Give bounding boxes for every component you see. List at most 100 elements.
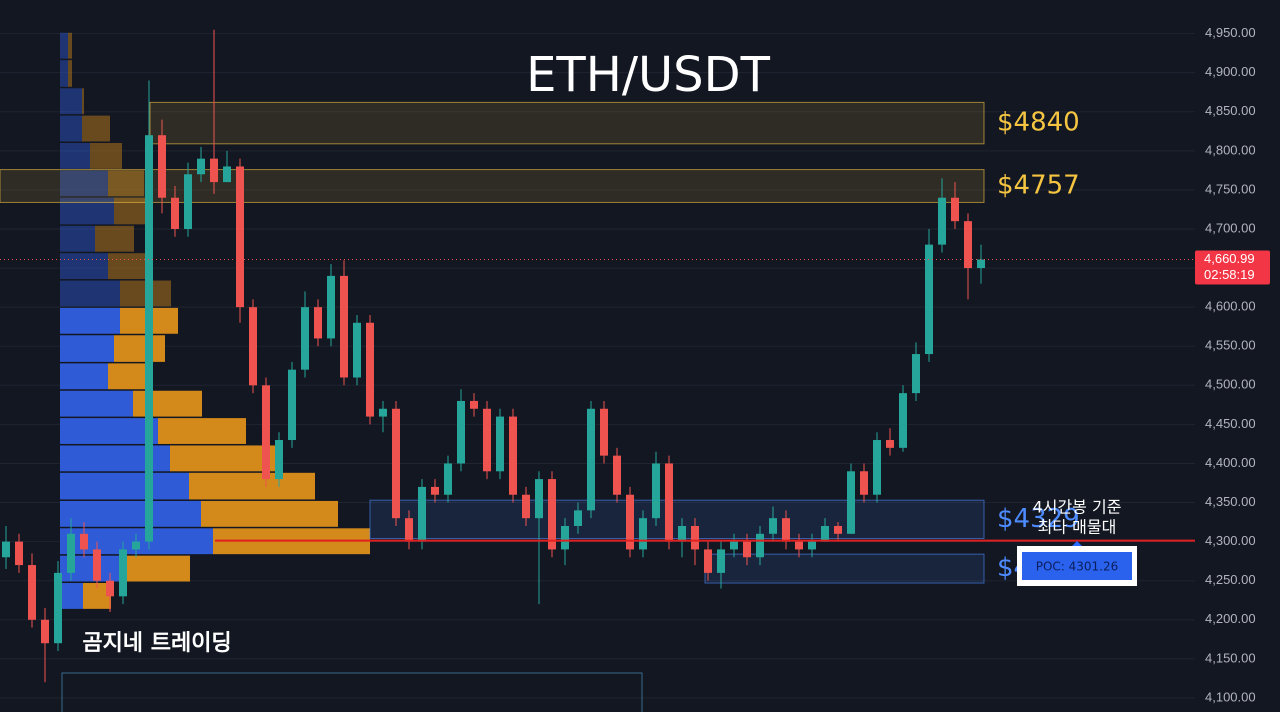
candle-body xyxy=(470,400,478,409)
candle-body xyxy=(652,463,660,519)
candle-body xyxy=(158,135,166,198)
candle-body xyxy=(80,533,88,550)
profile-sell xyxy=(170,445,276,472)
price-tag xyxy=(1195,250,1270,285)
candle-body xyxy=(236,166,244,308)
watermark: 곰지네 트레이딩 xyxy=(82,631,231,656)
candle-body xyxy=(769,518,777,534)
profile-buy xyxy=(60,88,82,115)
candle-body xyxy=(730,541,738,550)
profile-buy xyxy=(60,253,108,280)
candle-body xyxy=(756,533,764,558)
profile-buy xyxy=(60,445,170,472)
profile-buy xyxy=(60,115,82,142)
candle-body xyxy=(782,518,790,542)
candle-body xyxy=(54,572,62,644)
profile-sell xyxy=(201,500,338,527)
candle-body xyxy=(392,408,400,519)
candle-body xyxy=(873,440,881,495)
profile-buy xyxy=(60,363,108,390)
candle-body xyxy=(327,275,335,339)
profile-sell xyxy=(133,390,202,417)
candle-body xyxy=(600,408,608,456)
profile-buy xyxy=(60,170,108,197)
profile-buy xyxy=(60,472,189,500)
box-outline xyxy=(61,672,643,712)
candle-body xyxy=(41,619,49,644)
chart-title: ETH/USDT xyxy=(526,47,770,103)
zone xyxy=(149,101,985,145)
candle-body xyxy=(951,197,959,222)
candle-body xyxy=(418,486,426,542)
candle-body xyxy=(574,510,582,526)
y-tick-label: 4,450.00 xyxy=(1205,416,1256,431)
profile-sell xyxy=(108,170,144,197)
profile-buy xyxy=(60,280,120,307)
candle-body xyxy=(522,494,530,519)
y-tick-label: 4,800.00 xyxy=(1205,142,1256,157)
poc-inner xyxy=(1022,552,1132,580)
candle-body xyxy=(925,244,933,355)
profile-buy xyxy=(60,307,120,334)
candle-body xyxy=(15,541,23,566)
profile-sell xyxy=(90,142,122,169)
candle-body xyxy=(457,400,465,464)
y-tick-label: 4,350.00 xyxy=(1205,494,1256,509)
candle-body xyxy=(249,307,257,386)
candle-body xyxy=(860,471,868,495)
candle-body xyxy=(379,408,387,417)
y-tick-label: 4,850.00 xyxy=(1205,103,1256,118)
y-tick-label: 4,300.00 xyxy=(1205,533,1256,548)
zone-label: $4757 xyxy=(997,171,1080,201)
profile-sell xyxy=(126,555,190,582)
annotation: 4시간봉 기준 xyxy=(1033,498,1122,517)
candle-body xyxy=(210,158,218,183)
volume-profile xyxy=(60,32,370,609)
candle-body xyxy=(561,525,569,550)
profile-sell xyxy=(82,115,110,142)
y-tick-label: 4,400.00 xyxy=(1205,455,1256,470)
candle-body xyxy=(977,259,985,269)
candle-body xyxy=(808,541,816,550)
poc-pointer xyxy=(1071,541,1083,547)
candle-body xyxy=(743,541,751,558)
candle-body xyxy=(405,518,413,542)
candles xyxy=(2,29,985,683)
candle-body xyxy=(301,307,309,370)
candle-body xyxy=(964,221,972,269)
candle-body xyxy=(132,541,140,550)
candle-body xyxy=(288,369,296,441)
candle-body xyxy=(938,197,946,245)
profile-buy xyxy=(60,583,83,609)
candle-body xyxy=(223,166,231,183)
candle-body xyxy=(665,463,673,542)
y-tick-label: 4,100.00 xyxy=(1205,689,1256,704)
candle-body xyxy=(93,549,101,581)
candle-body xyxy=(587,408,595,511)
y-tick-label: 4,250.00 xyxy=(1205,572,1256,587)
profile-sell xyxy=(68,32,72,59)
profile-sell xyxy=(114,335,165,362)
candle-body xyxy=(431,486,439,495)
candle-body xyxy=(912,354,920,394)
y-tick-label: 4,950.00 xyxy=(1205,25,1256,40)
candle-body xyxy=(28,565,36,620)
candle-body xyxy=(834,525,842,534)
candle-body xyxy=(899,393,907,448)
y-tick-label: 4,900.00 xyxy=(1205,64,1256,79)
candle-body xyxy=(717,549,725,573)
candle-body xyxy=(2,541,10,558)
profile-sell xyxy=(158,418,246,444)
y-tick-label: 4,750.00 xyxy=(1205,181,1256,196)
profile-sell xyxy=(95,225,134,252)
zone-label: $4840 xyxy=(997,108,1080,138)
candle-body xyxy=(886,440,894,448)
profile-sell xyxy=(82,88,84,115)
profile-buy xyxy=(60,225,95,252)
candle-body xyxy=(366,322,374,417)
poc-label: POC: 4301.26 xyxy=(1036,560,1119,574)
candle-body xyxy=(821,525,829,542)
candle-body xyxy=(496,416,504,472)
